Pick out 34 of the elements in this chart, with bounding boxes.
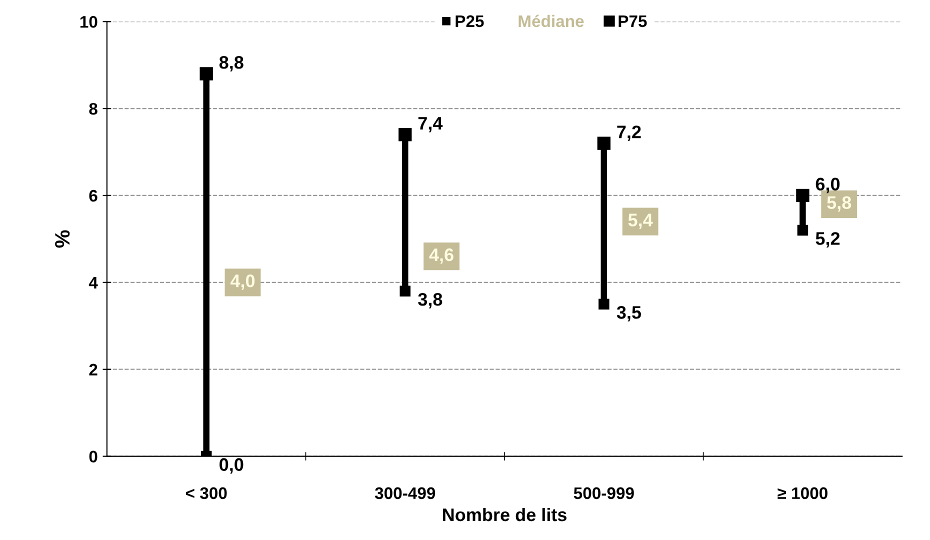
- data-label: 6,0: [816, 178, 840, 194]
- y-tick-label: 6: [89, 190, 98, 202]
- point: [797, 224, 808, 236]
- legend-label: P25: [456, 15, 484, 28]
- data-label: 7,4: [418, 117, 443, 132]
- data-label: 0,0: [220, 458, 244, 474]
- point: [796, 188, 810, 202]
- data-label: 5,2: [816, 232, 840, 248]
- data-label: 8,8: [219, 56, 244, 72]
- point: [400, 286, 411, 296]
- y-tick-label: 4: [88, 276, 98, 288]
- x-tick-label: 300-499: [374, 487, 436, 500]
- point: [597, 136, 611, 150]
- point: [598, 298, 610, 310]
- point: [398, 128, 412, 142]
- y-tick-label: 10: [80, 16, 98, 28]
- y-tick-label: 2: [89, 364, 98, 376]
- point: [200, 67, 213, 80]
- data-label: 4,6: [429, 248, 454, 264]
- y-tick-label: 8: [89, 102, 98, 115]
- x-tick-label: 500-999: [574, 487, 634, 500]
- x-axis-title: Nombre de lits: [443, 508, 566, 522]
- data-label: 5,8: [827, 196, 852, 212]
- data-label: 4,0: [230, 274, 255, 290]
- y-axis-title: %: [55, 230, 70, 248]
- data-label: 5,4: [628, 214, 653, 230]
- legend-label: P75: [618, 15, 647, 28]
- y-tick-label: 0: [89, 450, 98, 463]
- data-label: 3,8: [418, 292, 442, 308]
- data-label: 7,2: [617, 126, 641, 141]
- x-tick-label: ≥ 1000: [778, 487, 828, 500]
- text: Médiane: [518, 14, 584, 28]
- x-tick-label: < 300: [186, 487, 227, 500]
- data-label: 3,5: [616, 306, 642, 322]
